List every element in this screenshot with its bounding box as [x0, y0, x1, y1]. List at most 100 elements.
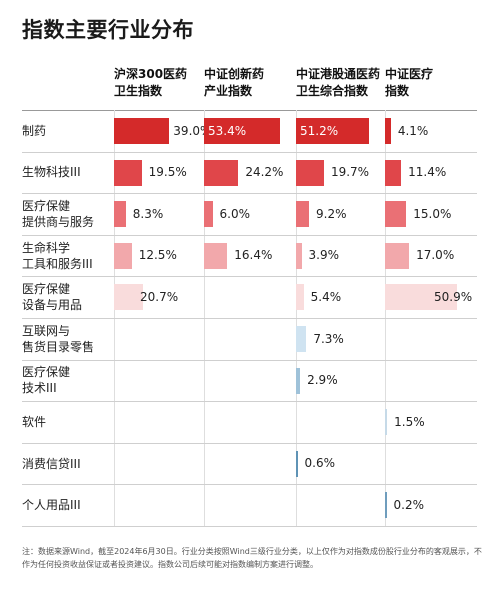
table-cell: 0.6%	[296, 443, 385, 484]
row-divider	[22, 401, 477, 403]
data-label: 17.0%	[416, 248, 455, 263]
data-bar	[204, 201, 213, 228]
data-bar	[114, 201, 126, 228]
data-label: 15.0%	[413, 206, 452, 221]
row-label-line: 生命科学	[22, 240, 71, 255]
row-divider	[22, 359, 477, 361]
data-bar	[296, 326, 307, 352]
table-cell: 24.2%	[204, 152, 293, 193]
data-label: 50.9%	[434, 289, 473, 304]
data-bar	[296, 159, 324, 186]
table-cell: 5.4%	[296, 276, 385, 317]
data-label: 1.5%	[394, 414, 425, 429]
data-label: 2.9%	[307, 373, 338, 388]
table-cell: 19.5%	[114, 152, 203, 193]
data-label: 5.4%	[310, 289, 342, 304]
row-label: 互联网与 售货目录零售	[22, 318, 114, 360]
data-bar	[385, 118, 391, 144]
data-label: 16.4%	[234, 248, 273, 263]
data-label: 4.1%	[397, 123, 429, 138]
data-bar	[204, 159, 239, 186]
data-bar	[204, 118, 280, 144]
table-cell: 17.0%	[385, 235, 474, 276]
column-header-line: 中证港股通医药	[296, 67, 381, 81]
data-bar	[114, 284, 144, 311]
column-header-line: 沪深300医药	[114, 67, 188, 81]
row-label-line: 售货目录零售	[22, 339, 95, 354]
data-bar	[385, 492, 387, 519]
table-cell: 39.0%	[114, 110, 211, 151]
row-label: 制药	[22, 110, 114, 152]
row-divider	[22, 442, 477, 444]
footnote: 注：数据来源Wind，截至2024年6月30日。行业分类按照Wind三级行业分类…	[22, 547, 482, 569]
table-cell: 51.2%	[296, 110, 385, 151]
data-label: 19.7%	[330, 165, 370, 180]
row-divider	[22, 193, 477, 195]
data-bar	[385, 201, 407, 228]
row-label-line: 制药	[22, 123, 47, 138]
data-label: 6.0%	[219, 206, 251, 221]
row-label-line: 技术III	[22, 381, 57, 396]
row-label-line: 医疗保健	[22, 365, 71, 380]
row-label-line: 消费信贷III	[22, 456, 81, 471]
column-header-line: 中证医疗	[385, 67, 434, 81]
data-label: 12.5%	[138, 248, 177, 263]
row-divider	[22, 318, 477, 319]
header-divider	[22, 110, 477, 111]
row-divider	[22, 484, 477, 486]
data-bar	[204, 242, 228, 269]
data-bar	[385, 409, 388, 436]
row-label-line: 生物科技III	[22, 165, 81, 180]
data-label: 20.7%	[140, 289, 179, 304]
data-bar	[385, 159, 402, 186]
data-label: 9.2%	[316, 206, 347, 221]
table-cell: 15.0%	[385, 193, 474, 234]
data-label: 51.2%	[300, 123, 339, 138]
column-header: 沪深300医药 卫生指数	[114, 66, 187, 100]
data-bar	[296, 118, 369, 144]
row-label: 生物科技III	[22, 152, 114, 194]
table-cell: 0.2%	[385, 484, 474, 525]
row-label: 生命科学 工具和服务III	[22, 235, 114, 277]
column-header: 中证港股通医药 卫生综合指数	[296, 66, 380, 100]
table-cell: 11.4%	[385, 152, 474, 193]
data-bar	[385, 284, 458, 311]
page-title: 指数主要行业分布	[22, 18, 194, 42]
row-label-line: 设备与用品	[22, 298, 83, 313]
column-header: 中证医疗 指数	[385, 66, 433, 100]
table-cell: 6.0%	[204, 193, 293, 234]
data-bar	[114, 159, 142, 186]
row-label: 软件	[22, 401, 114, 443]
data-bar	[296, 242, 302, 269]
table-cell: 4.1%	[385, 110, 474, 151]
column-header: 中证创新药 产业指数	[204, 66, 264, 100]
data-bar	[296, 284, 304, 311]
table-cell: 50.9%	[385, 276, 474, 317]
data-label: 39.0%	[173, 123, 212, 138]
row-label-line: 医疗保健	[22, 282, 71, 297]
row-divider	[22, 234, 477, 236]
data-label: 0.2%	[393, 497, 425, 512]
row-label-line: 互联网与	[22, 323, 71, 338]
column-header-line: 中证创新药	[204, 67, 265, 81]
table-cell: 1.5%	[385, 401, 474, 442]
data-bar	[114, 118, 170, 144]
data-label: 8.3%	[132, 206, 164, 221]
row-label-line: 工具和服务III	[22, 256, 93, 271]
data-label: 11.4%	[408, 165, 447, 180]
table-cell: 20.7%	[114, 276, 203, 317]
data-label: 0.6%	[304, 456, 336, 471]
row-label: 医疗保健 技术III	[22, 360, 114, 402]
table-cell: 53.4%	[204, 110, 293, 151]
data-label: 53.4%	[208, 123, 247, 138]
row-label-line: 软件	[22, 414, 47, 429]
column-header-line: 卫生指数	[114, 84, 163, 98]
row-divider	[22, 526, 477, 527]
table-cell: 8.3%	[114, 193, 203, 234]
row-label-line: 提供商与服务	[22, 214, 95, 229]
table-cell: 9.2%	[296, 193, 385, 234]
row-label-line: 个人用品III	[22, 498, 81, 513]
data-label: 7.3%	[313, 331, 344, 346]
row-label: 消费信贷III	[22, 443, 114, 485]
data-label: 3.9%	[308, 248, 340, 263]
